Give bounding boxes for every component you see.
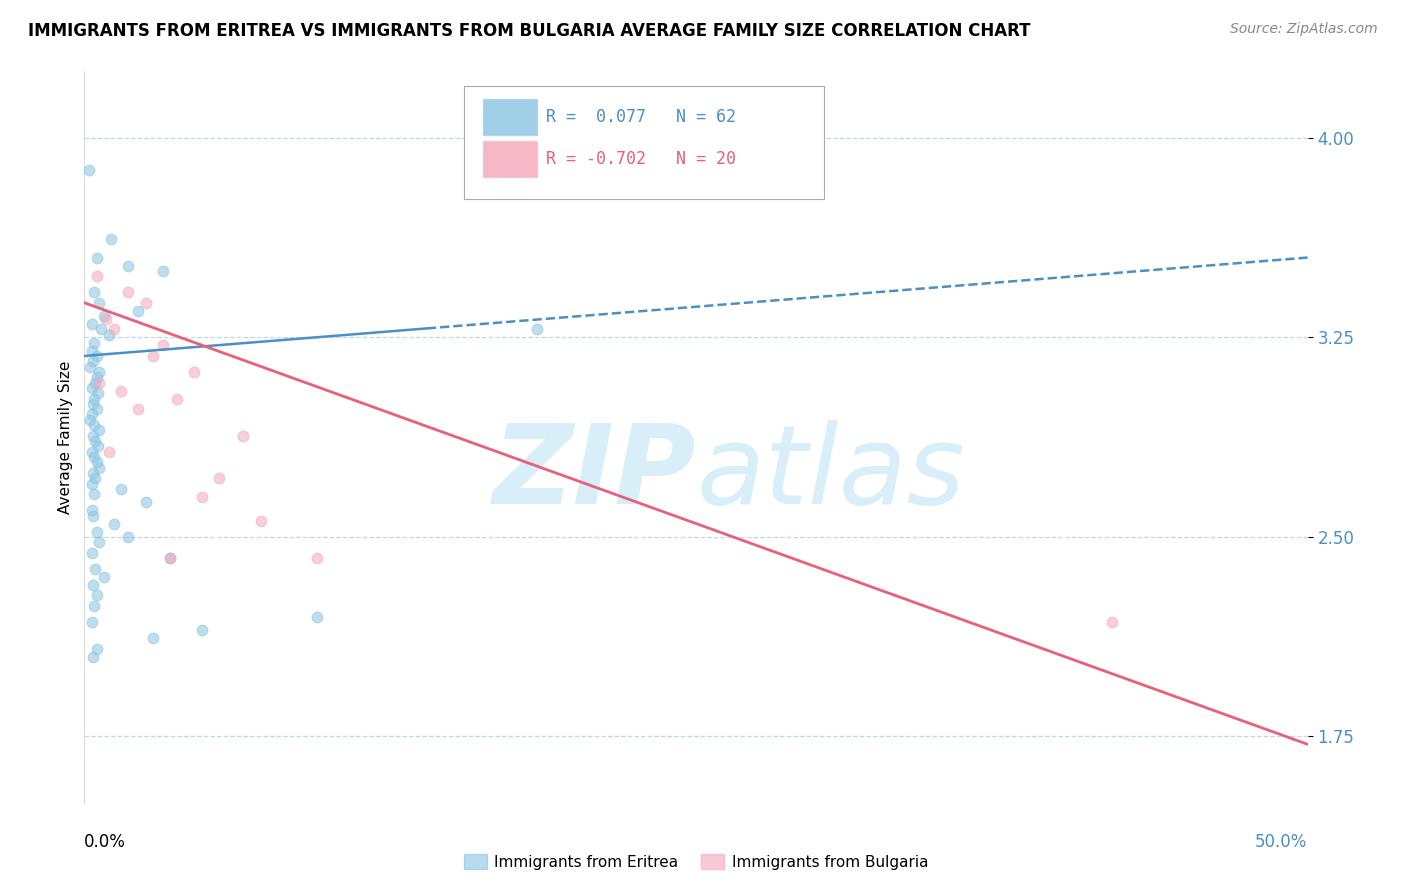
- Legend: Immigrants from Eritrea, Immigrants from Bulgaria: Immigrants from Eritrea, Immigrants from…: [457, 847, 935, 876]
- Point: [80, 317, 103, 331]
- Point: [79, 413, 101, 427]
- Point: [159, 551, 181, 566]
- Point: [110, 482, 132, 496]
- Point: [87, 535, 110, 549]
- Point: [87, 386, 110, 401]
- Point: [86, 588, 108, 602]
- Point: [84, 562, 107, 576]
- Point: [86, 269, 108, 284]
- Point: [82, 577, 104, 591]
- Point: [86, 641, 108, 656]
- Point: [80, 503, 103, 517]
- Point: [86, 402, 108, 417]
- Point: [142, 349, 165, 363]
- Point: [82, 397, 104, 411]
- Point: [305, 609, 328, 624]
- Point: [79, 359, 101, 374]
- Point: [96, 311, 118, 326]
- Point: [152, 338, 174, 352]
- Point: [110, 384, 132, 398]
- Text: 0.0%: 0.0%: [84, 833, 127, 851]
- Point: [93, 309, 115, 323]
- Point: [83, 450, 105, 464]
- Point: [82, 649, 104, 664]
- Point: [87, 424, 110, 438]
- Point: [142, 631, 165, 645]
- Point: [83, 487, 105, 501]
- Point: [159, 551, 181, 566]
- Point: [86, 370, 108, 384]
- Point: [208, 471, 231, 485]
- Point: [135, 295, 157, 310]
- Point: [84, 434, 107, 448]
- Text: 50.0%: 50.0%: [1256, 833, 1308, 851]
- Point: [232, 429, 254, 443]
- Point: [84, 376, 107, 390]
- Point: [103, 322, 125, 336]
- Point: [183, 365, 205, 379]
- Point: [83, 285, 105, 299]
- Point: [83, 392, 105, 406]
- Point: [86, 251, 108, 265]
- Point: [87, 365, 110, 379]
- Point: [305, 551, 328, 566]
- Point: [152, 264, 174, 278]
- Point: [82, 466, 104, 480]
- Point: [77, 162, 100, 177]
- Point: [117, 285, 139, 299]
- Point: [97, 327, 120, 342]
- Point: [80, 408, 103, 422]
- Point: [87, 460, 110, 475]
- Point: [97, 444, 120, 458]
- Point: [526, 322, 548, 336]
- Point: [166, 392, 188, 406]
- Text: IMMIGRANTS FROM ERITREA VS IMMIGRANTS FROM BULGARIA AVERAGE FAMILY SIZE CORRELAT: IMMIGRANTS FROM ERITREA VS IMMIGRANTS FR…: [28, 22, 1031, 40]
- Point: [100, 232, 122, 246]
- FancyBboxPatch shape: [464, 86, 824, 200]
- FancyBboxPatch shape: [482, 140, 538, 178]
- Text: ZIP: ZIP: [492, 420, 696, 527]
- Point: [86, 524, 108, 539]
- Point: [83, 418, 105, 433]
- Point: [103, 516, 125, 531]
- Text: Source: ZipAtlas.com: Source: ZipAtlas.com: [1230, 22, 1378, 37]
- Point: [83, 335, 105, 350]
- Point: [80, 381, 103, 395]
- Point: [80, 476, 103, 491]
- FancyBboxPatch shape: [482, 98, 538, 136]
- Point: [127, 303, 149, 318]
- Point: [82, 429, 104, 443]
- Point: [1101, 615, 1123, 629]
- Point: [86, 349, 108, 363]
- Point: [93, 570, 115, 584]
- Point: [80, 615, 103, 629]
- Point: [80, 546, 103, 560]
- Point: [87, 295, 110, 310]
- Point: [80, 444, 103, 458]
- Point: [191, 490, 214, 504]
- Y-axis label: Average Family Size: Average Family Size: [58, 360, 73, 514]
- Text: R =  0.077   N = 62: R = 0.077 N = 62: [546, 109, 735, 127]
- Point: [83, 599, 105, 613]
- Point: [80, 343, 103, 358]
- Point: [84, 471, 107, 485]
- Point: [87, 376, 110, 390]
- Point: [127, 402, 149, 417]
- Point: [87, 439, 110, 453]
- Text: R = -0.702   N = 20: R = -0.702 N = 20: [546, 150, 735, 168]
- Point: [82, 508, 104, 523]
- Point: [86, 455, 108, 469]
- Point: [249, 514, 271, 528]
- Point: [135, 495, 157, 509]
- Text: atlas: atlas: [696, 420, 965, 527]
- Point: [117, 259, 139, 273]
- Point: [82, 354, 104, 368]
- Point: [117, 530, 139, 544]
- Point: [90, 322, 112, 336]
- Point: [191, 623, 214, 637]
